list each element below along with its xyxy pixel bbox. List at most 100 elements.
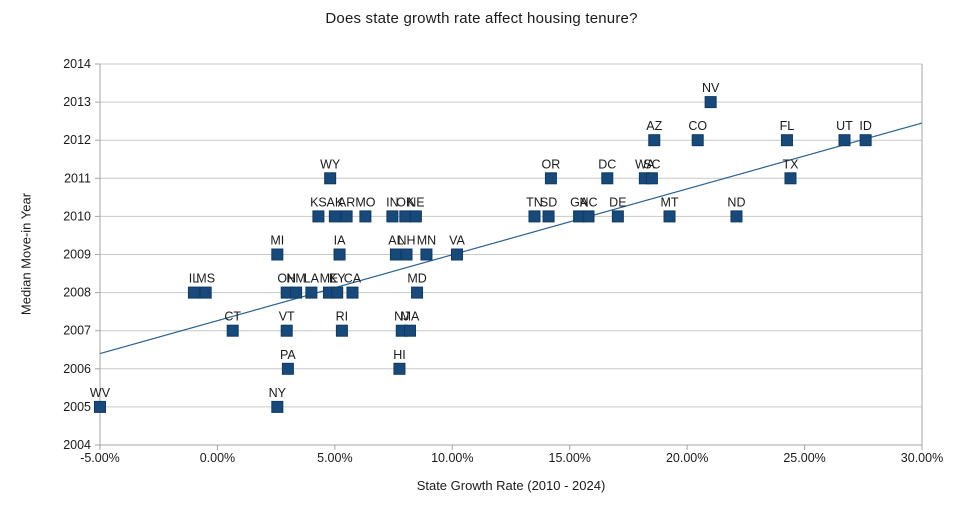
scatter-point-in bbox=[386, 210, 399, 223]
x-tick-label: 20.00% bbox=[666, 451, 708, 465]
scatter-point-ak bbox=[328, 210, 341, 223]
point-label-tx: TX bbox=[782, 157, 799, 171]
point-label-mo: MO bbox=[355, 195, 375, 209]
point-label-vt: VT bbox=[279, 310, 295, 324]
point-label-mn: MN bbox=[417, 234, 436, 248]
point-label-ct: CT bbox=[224, 310, 241, 324]
scatter-point-ks bbox=[312, 210, 325, 223]
scatter-point-ma bbox=[404, 324, 417, 337]
scatter-point-id bbox=[859, 134, 872, 147]
point-label-nd: ND bbox=[727, 195, 745, 209]
x-tick-label: 15.00% bbox=[549, 451, 591, 465]
scatter-point-tx bbox=[784, 172, 797, 185]
point-label-ak: AK bbox=[327, 195, 344, 209]
point-label-oh: OH bbox=[277, 272, 296, 286]
point-label-ny: NY bbox=[269, 386, 287, 400]
point-label-sd: SD bbox=[540, 195, 557, 209]
y-tick-label: 2010 bbox=[63, 209, 91, 223]
point-label-ut: UT bbox=[836, 119, 853, 133]
point-label-ne: NE bbox=[407, 195, 424, 209]
scatter-point-ne bbox=[409, 210, 422, 223]
point-label-ca: CA bbox=[344, 272, 362, 286]
point-label-dc: DC bbox=[598, 157, 616, 171]
scatter-point-ri bbox=[335, 324, 348, 337]
point-label-ky: KY bbox=[329, 272, 346, 286]
scatter-point-pa bbox=[281, 362, 294, 375]
scatter-point-ia bbox=[333, 248, 346, 261]
point-label-nc: NC bbox=[579, 195, 597, 209]
point-label-la: LA bbox=[304, 272, 320, 286]
point-label-ma: MA bbox=[401, 310, 420, 324]
y-tick-label: 2012 bbox=[63, 133, 91, 147]
scatter-point-nv bbox=[704, 96, 717, 109]
point-label-va: VA bbox=[449, 234, 465, 248]
scatter-point-ut bbox=[838, 134, 851, 147]
x-tick-label: -5.00% bbox=[80, 451, 120, 465]
scatter-point-dc bbox=[601, 172, 614, 185]
scatter-point-ms bbox=[199, 286, 212, 299]
y-tick-label: 2006 bbox=[63, 362, 91, 376]
scatter-point-mo bbox=[359, 210, 372, 223]
point-label-sc: SC bbox=[643, 157, 660, 171]
x-tick-label: 10.00% bbox=[431, 451, 473, 465]
scatter-point-va bbox=[450, 248, 463, 261]
point-label-ri: RI bbox=[336, 310, 349, 324]
y-tick-label: 2014 bbox=[63, 57, 91, 71]
point-label-id: ID bbox=[859, 119, 872, 133]
scatter-point-sd bbox=[542, 210, 555, 223]
scatter-point-sc bbox=[645, 172, 658, 185]
point-label-ga: GA bbox=[570, 195, 589, 209]
scatter-point-nd bbox=[730, 210, 743, 223]
x-tick-label: 25.00% bbox=[783, 451, 825, 465]
point-label-mt: MT bbox=[660, 195, 678, 209]
scatter-point-ny bbox=[271, 400, 284, 413]
scatter-point-nh bbox=[400, 248, 413, 261]
trendline bbox=[99, 122, 923, 355]
scatter-point-md bbox=[411, 286, 424, 299]
point-label-az: AZ bbox=[646, 119, 662, 133]
scatter-point-il bbox=[187, 286, 200, 299]
point-label-al: AL bbox=[388, 234, 403, 248]
point-label-hi: HI bbox=[393, 348, 406, 362]
scatter-point-nc bbox=[582, 210, 595, 223]
point-label-nj: NJ bbox=[394, 310, 409, 324]
x-tick-label: 30.00% bbox=[901, 451, 943, 465]
point-label-wv: WV bbox=[90, 386, 111, 400]
point-label-mi: MI bbox=[270, 234, 284, 248]
scatter-point-hi bbox=[393, 362, 406, 375]
scatter-point-vt bbox=[280, 324, 293, 337]
scatter-point-wv bbox=[94, 400, 106, 413]
point-label-ar: AR bbox=[338, 195, 355, 209]
point-label-de: DE bbox=[609, 195, 626, 209]
point-label-nv: NV bbox=[702, 81, 720, 95]
x-tick-label: 5.00% bbox=[317, 451, 352, 465]
point-label-nm: NM bbox=[286, 272, 305, 286]
scatter-point-ky bbox=[331, 286, 344, 299]
point-label-ks: KS bbox=[310, 195, 327, 209]
y-tick-label: 2005 bbox=[63, 400, 91, 414]
point-label-in: IN bbox=[386, 195, 399, 209]
point-label-co: CO bbox=[688, 119, 707, 133]
point-label-ok: OK bbox=[396, 195, 415, 209]
scatter-point-ct bbox=[226, 324, 239, 337]
point-label-wy: WY bbox=[320, 157, 341, 171]
scatter-point-wy bbox=[324, 172, 337, 185]
point-label-ms: MS bbox=[196, 272, 215, 286]
point-label-pa: PA bbox=[280, 348, 296, 362]
x-tick-label: 0.00% bbox=[200, 451, 235, 465]
scatter-point-al bbox=[389, 248, 402, 261]
scatter-point-az bbox=[648, 134, 661, 147]
point-label-nh: NH bbox=[397, 234, 415, 248]
scatter-point-mt bbox=[663, 210, 676, 223]
y-tick-label: 2007 bbox=[63, 324, 91, 338]
point-label-md: MD bbox=[407, 272, 426, 286]
scatter-point-mi bbox=[271, 248, 284, 261]
point-label-me: ME bbox=[320, 272, 339, 286]
point-label-or: OR bbox=[542, 157, 561, 171]
point-label-il: IL bbox=[189, 272, 199, 286]
scatter-point-de bbox=[611, 210, 624, 223]
scatter-point-la bbox=[305, 286, 318, 299]
y-tick-label: 2009 bbox=[63, 248, 91, 262]
point-label-tn: TN bbox=[526, 195, 543, 209]
